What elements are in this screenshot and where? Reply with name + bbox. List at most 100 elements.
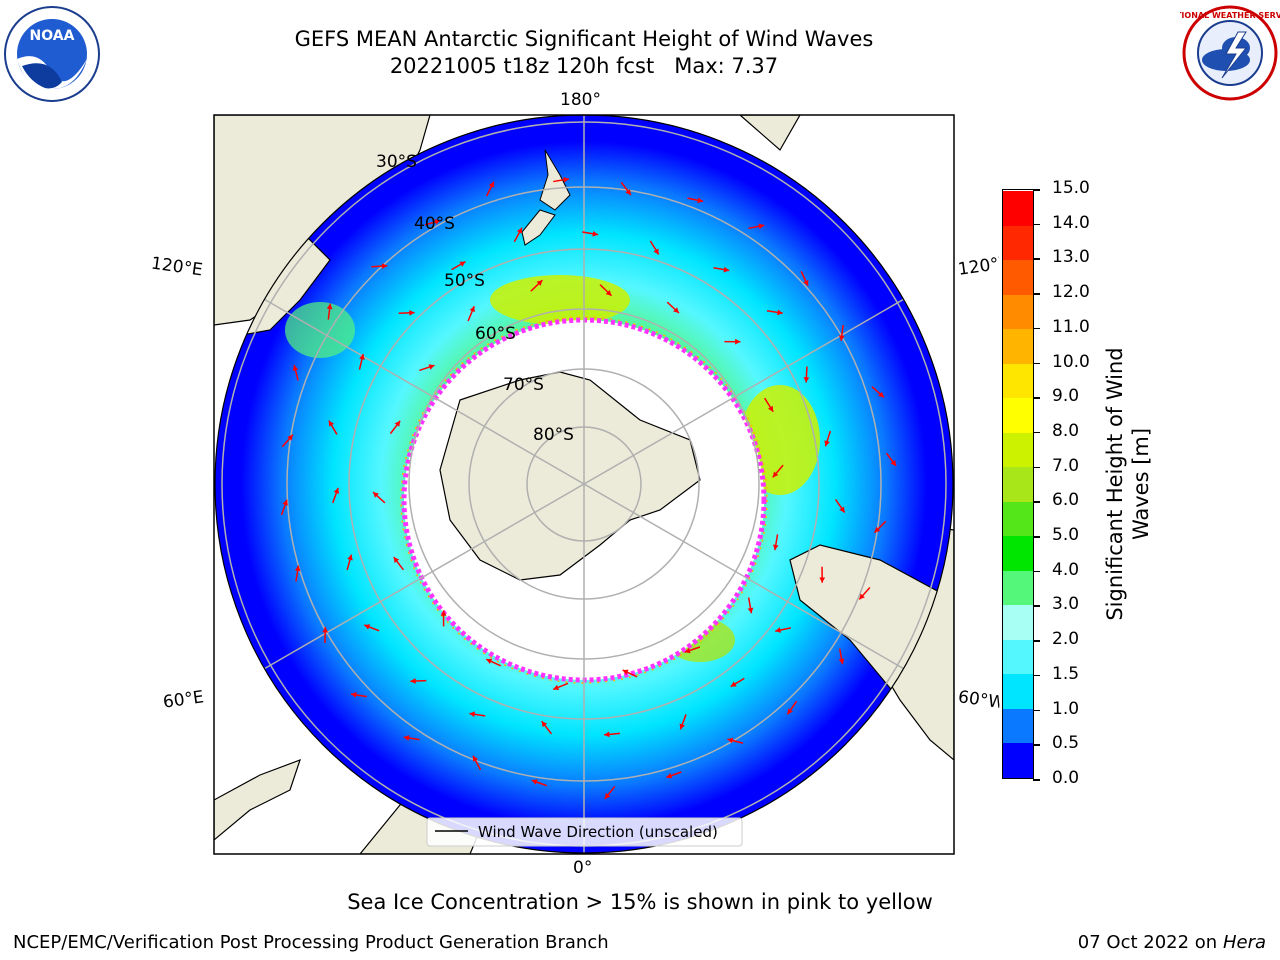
- wave-arrow-head: [486, 658, 493, 665]
- wave-arrow-head: [679, 723, 685, 730]
- lat-label-70s: 70°S: [503, 375, 544, 395]
- wave-arrow-head: [735, 338, 741, 345]
- lat-label-80s: 80°S: [533, 425, 574, 445]
- colorbar-title: Significant Height of Wind Waves [m]: [1102, 347, 1154, 620]
- wave-arrow-head: [684, 647, 691, 654]
- colorbar-tick-label: 4.0: [1052, 559, 1080, 580]
- colorbar-segment: [1003, 639, 1033, 675]
- lat-label-60s: 60°S: [475, 324, 516, 344]
- wave-arrow-head: [440, 610, 447, 616]
- wave-arrow-head: [469, 306, 475, 313]
- colorbar-tick: [1033, 362, 1040, 365]
- wave-arrow-head: [287, 434, 293, 441]
- colorbar-tick-label: 0.0: [1052, 768, 1080, 788]
- wave-arrow-head: [459, 261, 466, 267]
- colorbar-segment: [1003, 328, 1033, 364]
- wave-arrow-head: [536, 280, 543, 286]
- colorbar-tick: [1033, 293, 1040, 295]
- lon-label-0: 0°: [573, 858, 593, 878]
- wave-arrow-head: [326, 303, 333, 310]
- colorbar-tick: [1033, 536, 1040, 538]
- lat-label-50s: 50°S: [444, 271, 485, 291]
- colorbar-tick: [1033, 605, 1040, 607]
- wave-arrow-head: [403, 735, 410, 741]
- colorbar-title-line1: Significant Height of Wind: [1103, 347, 1127, 621]
- date-stamp: 07 Oct 2022 on Hera: [1078, 932, 1266, 953]
- wave-arrow-head: [410, 678, 416, 684]
- wave-arrow-head: [592, 230, 599, 237]
- colorbar-tick-label: 10.0: [1052, 351, 1090, 372]
- wave-arrow-head: [351, 692, 357, 698]
- wave-arrow-head: [428, 364, 435, 370]
- colorbar-tick: [1033, 189, 1040, 191]
- wave-arrow-head: [393, 557, 400, 563]
- colorbar-tick: [1033, 709, 1040, 712]
- wave-arrow-head: [531, 779, 538, 785]
- colorbar-segment: [1003, 225, 1033, 261]
- nws-logo-text: NATIONAL WEATHER SERVICE: [1180, 11, 1280, 20]
- colorbar-segment: [1003, 259, 1033, 295]
- wave-arrow-head: [878, 391, 884, 398]
- wave-arrow-head: [772, 544, 779, 551]
- wave-arrow-head: [838, 658, 845, 665]
- wave-arrow-head: [723, 266, 730, 273]
- wave-arrow-head: [673, 307, 679, 314]
- wave-arrow-head: [747, 607, 754, 614]
- nws-logo: NATIONAL WEATHER SERVICE: [1180, 5, 1280, 101]
- colorbar-tick-label: 1.5: [1052, 663, 1080, 684]
- wave-arrow-head: [653, 248, 659, 255]
- colorbar-tick-label: 15.0: [1052, 178, 1090, 198]
- colorbar-tick-label: 6.0: [1052, 490, 1080, 511]
- wave-arrow-head: [622, 669, 629, 675]
- machine-name: Hera: [1222, 932, 1266, 953]
- date-text: 07 Oct 2022 on: [1077, 932, 1218, 953]
- colorbar-tick: [1033, 744, 1040, 746]
- wave-arrow-head: [292, 365, 299, 371]
- credit-text: NCEP/EMC/Verification Post Processing Pr…: [13, 932, 609, 953]
- colorbar-tick-label: 14.0: [1052, 212, 1090, 233]
- wave-arrow-head: [874, 526, 881, 533]
- colorbar-segment: [1003, 363, 1033, 399]
- colorbar-tick-label: 3.0: [1052, 594, 1080, 615]
- wave-arrow-head: [666, 772, 673, 779]
- map-legend: Wind Wave Direction (unscaled): [426, 817, 743, 847]
- colorbar-segment: [1003, 466, 1033, 502]
- wave-arrow-head: [890, 460, 897, 466]
- colorbar-segment: [1003, 673, 1033, 709]
- chart-title: GEFS MEAN Antarctic Significant Height o…: [294, 27, 874, 51]
- colorbar-tick: [1033, 570, 1040, 573]
- lon-label-60w: 60°W: [956, 687, 1002, 713]
- colorbar-segment: [1003, 604, 1033, 640]
- colorbar-tick-label: 13.0: [1052, 247, 1090, 268]
- wave-arrow-head: [625, 189, 631, 196]
- wave-arrow-head: [605, 290, 612, 296]
- lat-label-30s: 30°S: [376, 152, 417, 172]
- wave-arrow-head: [282, 499, 288, 506]
- colorbar-title-line2: Waves [m]: [1129, 427, 1153, 541]
- colorbar-tick: [1033, 431, 1040, 434]
- wave-arrow-head: [469, 711, 476, 718]
- wave-arrow-head: [373, 492, 379, 498]
- wave-arrow-head: [772, 471, 779, 478]
- colorbar-tick-label: 12.0: [1052, 282, 1090, 303]
- lat-label-40s: 40°S: [414, 214, 455, 234]
- wave-arrow-head: [541, 721, 548, 728]
- lon-label-120w: 120°W: [956, 254, 1002, 280]
- wave-arrow-head: [294, 565, 301, 572]
- wave-arrow-head: [727, 737, 734, 744]
- wave-arrow-head: [472, 755, 479, 762]
- colorbar-segment: [1003, 294, 1033, 330]
- lon-label-180: 180°: [560, 90, 601, 110]
- wave-arrow-head: [839, 506, 845, 513]
- wave-arrow-head: [604, 792, 611, 799]
- wave-arrow-head: [819, 577, 826, 583]
- wave-arrow-head: [347, 554, 353, 561]
- wind-wave-arrows: [280, 176, 897, 800]
- wave-arrow-head: [394, 420, 401, 427]
- wave-arrow-head: [359, 354, 365, 360]
- wave-arrow-head: [488, 181, 495, 188]
- wave-arrow-head: [775, 627, 781, 633]
- noaa-logo-text: NOAA: [30, 28, 75, 44]
- wave-arrow-head: [859, 593, 865, 600]
- colorbar-tick-label: 1.0: [1052, 698, 1080, 719]
